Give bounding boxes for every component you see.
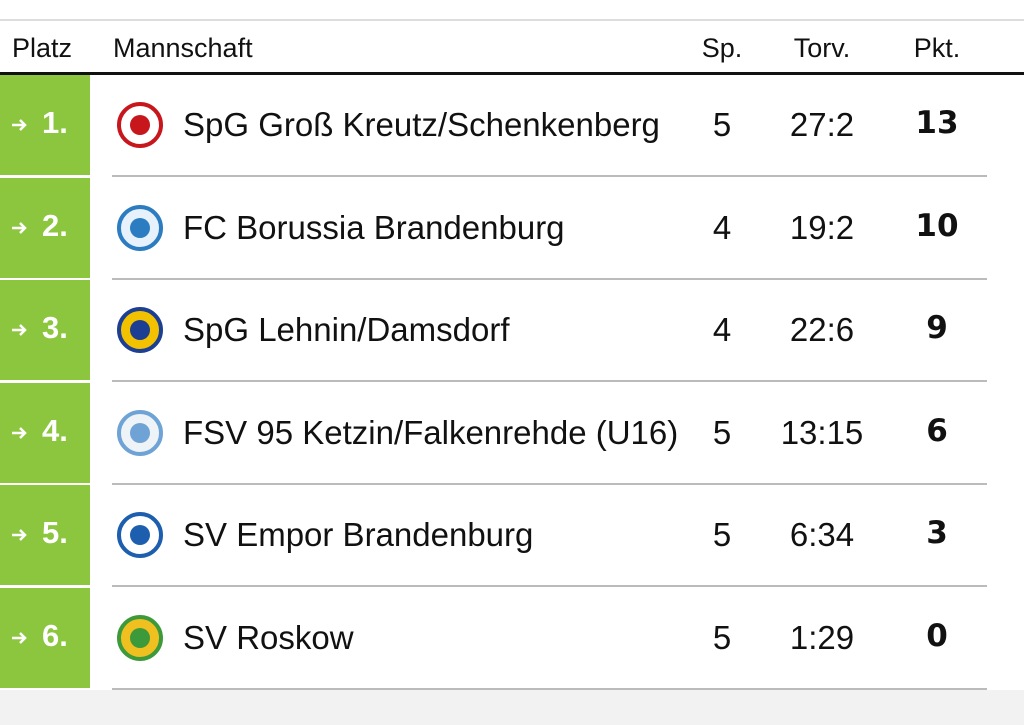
points: 10: [915, 207, 959, 244]
header-team: Mannschaft: [113, 33, 253, 63]
arrow-icon: [12, 221, 27, 234]
header-rule: [0, 72, 1024, 75]
rank-arrow: [10, 117, 30, 133]
points: 6: [926, 412, 948, 449]
points: 3: [926, 515, 948, 551]
arrow-icon: [12, 426, 27, 439]
header-sp: Sp.: [701, 33, 743, 63]
top-rule: [0, 19, 1024, 21]
arrow-icon: [12, 119, 27, 131]
rank: 4.: [42, 412, 68, 448]
points: 13: [915, 105, 959, 141]
team-name: FSV 95 Ketzin/Falkenrehde (U16): [183, 413, 679, 451]
row-separator: [112, 175, 987, 177]
points: 9: [926, 310, 948, 346]
played: 5: [712, 413, 732, 451]
row-separator: [112, 277, 987, 280]
header-torv: Torv.: [793, 33, 851, 63]
header-platz: Platz: [12, 33, 73, 63]
goals: 27:2: [789, 106, 855, 143]
team-name: SpG Lehnin/Damsdorf: [183, 311, 510, 348]
logo-icon: [117, 409, 163, 456]
rank-arrow: [10, 322, 30, 338]
arrow-icon: [12, 529, 27, 541]
played: 4: [712, 208, 732, 246]
team-logo: [116, 511, 164, 559]
goals: 1:29: [789, 618, 855, 656]
goals: 22:6: [789, 311, 855, 348]
arrow-icon: [12, 631, 27, 644]
row-separator: [112, 687, 987, 690]
rank-arrow: [10, 425, 30, 441]
rank: 1.: [42, 105, 68, 140]
team-name: SV Empor Brandenburg: [183, 516, 534, 553]
team-logo: [116, 204, 164, 252]
team-logo: [116, 101, 164, 149]
arrow-icon: [12, 324, 27, 336]
team-name: SV Roskow: [183, 618, 354, 656]
played: 5: [712, 106, 732, 143]
played: 5: [712, 516, 732, 553]
points: 0: [926, 617, 948, 654]
rank: 2.: [42, 207, 68, 243]
team-name: FC Borussia Brandenburg: [183, 208, 565, 246]
rank: 6.: [42, 617, 68, 653]
logo-icon: [117, 204, 163, 251]
logo-icon: [117, 512, 163, 558]
team-name: SpG Groß Kreutz/Schenkenberg: [183, 106, 660, 143]
rank-arrow: [10, 220, 30, 236]
team-logo: [116, 409, 164, 457]
rank-arrow: [10, 527, 30, 543]
logo-icon: [117, 307, 163, 353]
rank: 3.: [42, 310, 68, 345]
logo-icon: [117, 102, 163, 148]
row-separator: [112, 585, 987, 587]
rank-arrow: [10, 630, 30, 646]
rank: 5.: [42, 515, 68, 550]
goals: 6:34: [789, 516, 855, 553]
logo-icon: [117, 614, 163, 661]
row-separator: [112, 482, 987, 485]
team-logo: [116, 614, 164, 662]
footer-area: [0, 690, 1024, 725]
header-pkt: Pkt.: [913, 33, 961, 63]
played: 4: [712, 311, 732, 348]
row-separator: [112, 380, 987, 382]
team-logo: [116, 306, 164, 354]
goals: 19:2: [789, 208, 855, 246]
goals: 13:15: [780, 413, 864, 451]
played: 5: [712, 618, 732, 656]
